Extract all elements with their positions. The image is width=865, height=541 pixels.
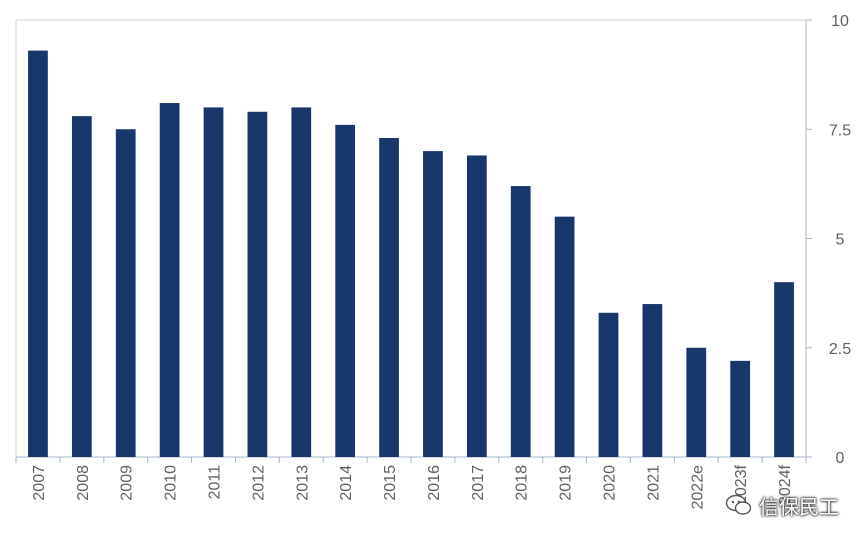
bar-2018 — [510, 186, 531, 457]
bar-2007 — [28, 50, 48, 458]
x-tick-label: 2008 — [75, 465, 92, 501]
bar-2017 — [466, 155, 487, 457]
y-tick-label: 7.5 — [829, 122, 851, 139]
x-tick-label: 2018 — [514, 465, 531, 501]
x-tick-label: 2016 — [426, 465, 443, 501]
bar-2012 — [247, 111, 268, 458]
bar-2011 — [203, 107, 224, 458]
x-tick-label: 2010 — [163, 465, 180, 501]
bar-2024f — [774, 282, 794, 457]
wechat-icon — [725, 494, 752, 515]
bars-group — [28, 50, 794, 458]
bar-2008 — [71, 116, 92, 457]
bar-2019 — [554, 216, 575, 457]
bar-2021 — [642, 304, 663, 457]
bar-2009 — [115, 129, 136, 457]
bar-2010 — [159, 103, 180, 457]
x-tick-label: 2015 — [382, 465, 399, 501]
x-tick-label: 2009 — [119, 465, 136, 501]
bar-2023f — [730, 360, 751, 457]
x-tick-label: 2012 — [250, 465, 267, 501]
x-tick-label: 2017 — [470, 465, 487, 501]
y-axis-ticks: 0 2.5 5 7.5 10 — [806, 13, 851, 467]
x-tick-label: 2007 — [31, 465, 48, 501]
x-tick-label: 2021 — [645, 465, 662, 501]
x-tick-label: 2020 — [602, 465, 619, 501]
watermark-text: 信保民工 — [759, 494, 839, 519]
bar-2016 — [423, 151, 443, 457]
bar-2013 — [291, 107, 312, 458]
bar-2022e — [686, 347, 707, 457]
bar-2014 — [335, 124, 356, 457]
watermark: 信保民工 — [725, 490, 839, 520]
x-tick-label: 2014 — [338, 465, 355, 501]
y-tick-label: 5 — [836, 232, 845, 249]
y-tick-label: 0 — [836, 450, 845, 467]
y-tick-label: 2.5 — [829, 341, 851, 358]
bar-2015 — [379, 137, 399, 458]
bar-2020 — [598, 312, 619, 457]
x-tick-label: 2024f — [777, 464, 794, 505]
x-axis-ticks: 2007 2008 2009 2010 2011 2012 2013 2014 2015 2016… — [15, 457, 807, 510]
x-tick-label: 2013 — [294, 465, 311, 501]
x-tick-label: 2019 — [558, 465, 575, 501]
x-tick-label: 2022e — [689, 465, 706, 510]
x-tick-label: 2011 — [207, 465, 224, 500]
y-tick-label: 10 — [831, 13, 849, 30]
